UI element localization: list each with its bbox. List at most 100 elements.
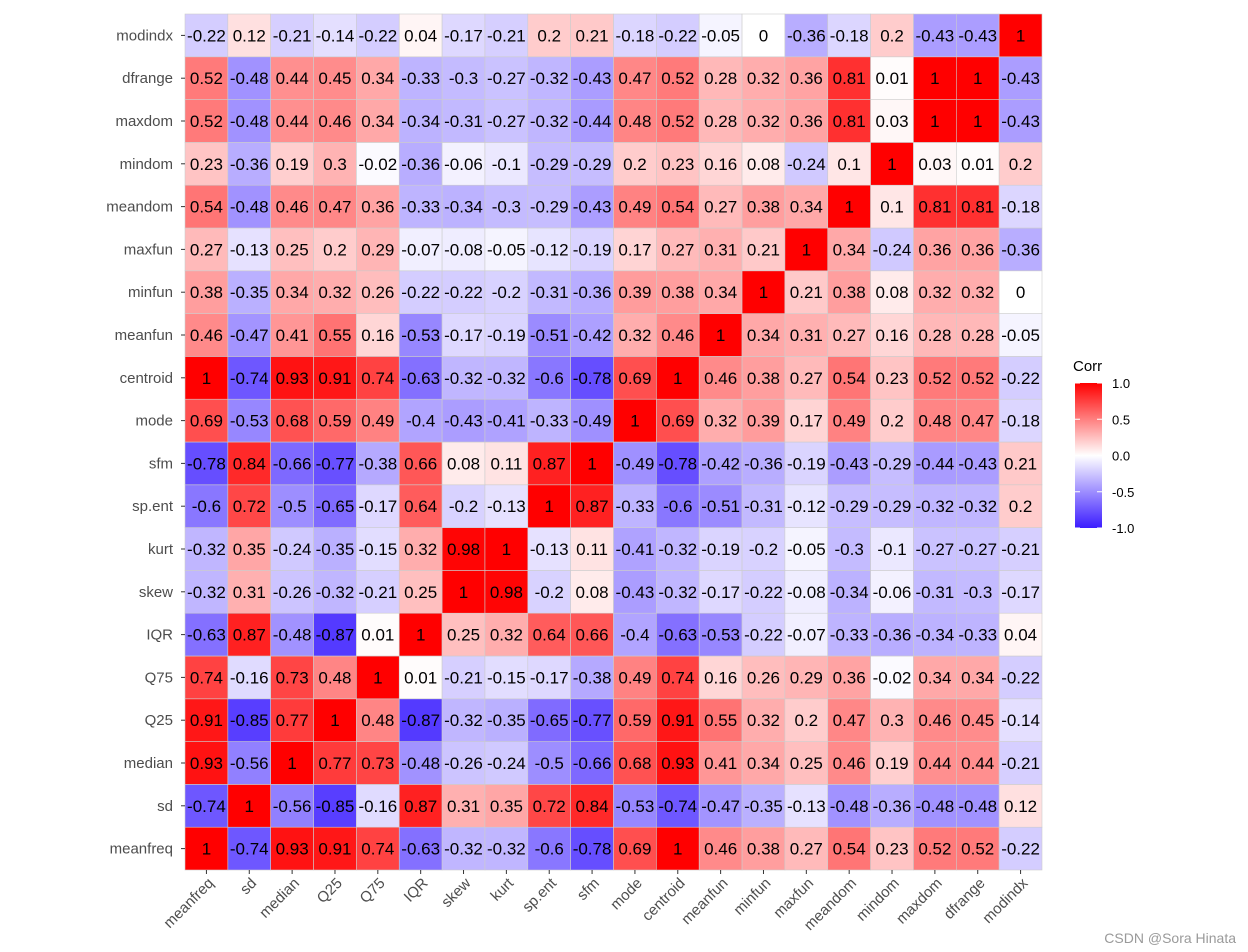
cell-value-label: -0.43	[1001, 69, 1040, 88]
heatmap-cell	[784, 356, 829, 400]
heatmap-cell	[613, 612, 657, 657]
cell-value-label: 0.32	[747, 69, 780, 88]
heatmap-cell	[313, 270, 357, 314]
heatmap-cell	[784, 56, 829, 100]
cell-value-label: -0.78	[573, 840, 612, 859]
cell-value-label: -0.51	[701, 497, 740, 516]
heatmap-cell	[527, 655, 571, 700]
y-tick-label: modindx	[116, 27, 173, 44]
cell-value-label: -0.13	[230, 240, 269, 259]
cell-value-label: 0.08	[747, 155, 780, 174]
cell-value-label: -0.12	[787, 497, 826, 516]
cell-value-label: 0.17	[618, 240, 651, 259]
cell-value-label: -0.48	[230, 112, 269, 131]
cell-value-label: -0.15	[487, 668, 526, 687]
x-tick-label: sd	[237, 875, 260, 898]
y-tick-label: Q25	[145, 712, 173, 729]
cell-value-label: 0.49	[618, 668, 651, 687]
y-tick-label: sp.ent	[132, 498, 174, 515]
heatmap-cell	[998, 56, 1043, 100]
cell-value-label: -0.22	[187, 26, 226, 45]
heatmap-cell	[570, 612, 614, 657]
cell-value-label: 0.93	[190, 754, 223, 773]
heatmap-cell	[398, 527, 443, 571]
heatmap-cell	[998, 612, 1043, 657]
cell-value-label: -0.53	[230, 412, 269, 431]
cell-value-label: -0.22	[658, 26, 697, 45]
heatmap-cell	[270, 99, 314, 143]
heatmap-cell	[313, 56, 357, 100]
x-tick-label: Q75	[357, 875, 389, 907]
cell-value-label: 0.69	[661, 412, 694, 431]
heatmap-cell	[998, 13, 1043, 58]
cell-value-label: -0.42	[573, 326, 612, 345]
cell-value-label: -0.49	[573, 412, 612, 431]
cell-value-label: 0.69	[618, 369, 651, 388]
cell-value-label: 0.34	[833, 240, 866, 259]
cell-value-label: -0.85	[316, 797, 355, 816]
heatmap-cell	[184, 570, 229, 614]
cell-value-label: -0.51	[530, 326, 569, 345]
heatmap-cell	[998, 655, 1043, 700]
heatmap-cell	[870, 655, 914, 700]
cell-value-label: -0.66	[573, 754, 612, 773]
heatmap-cell	[656, 398, 700, 443]
cell-value-label: -0.13	[530, 540, 569, 559]
cell-value-label: -0.2	[449, 497, 478, 516]
cell-value-label: 0.01	[404, 668, 437, 687]
cell-value-label: -0.12	[530, 240, 569, 259]
cell-value-label: -0.43	[616, 583, 655, 602]
heatmap-cell	[227, 398, 272, 443]
cell-value-label: -0.21	[487, 26, 526, 45]
x-tick-label: IQR	[401, 875, 432, 906]
cell-value-label: -0.35	[744, 797, 783, 816]
heatmap-cell	[270, 56, 314, 100]
cell-value-label: 1	[716, 326, 725, 345]
heatmap-cell	[227, 741, 272, 785]
heatmap-cell	[656, 184, 700, 229]
cell-value-label: 0.04	[1004, 626, 1037, 645]
heatmap-cell	[698, 13, 743, 58]
heatmap-cell	[827, 784, 871, 828]
heatmap-cell	[270, 313, 314, 357]
cell-value-label: 1	[544, 497, 553, 516]
cell-value-label: -0.48	[230, 198, 269, 217]
heatmap-cell	[870, 184, 914, 229]
cell-value-label: -0.13	[787, 797, 826, 816]
heatmap-cell	[184, 99, 229, 143]
heatmap-cell	[870, 484, 914, 528]
heatmap-cell	[570, 441, 614, 486]
cell-value-label: 0.36	[961, 240, 994, 259]
cell-value-label: -0.4	[620, 626, 649, 645]
heatmap-cell	[827, 270, 871, 314]
y-tick-label: mindom	[120, 156, 173, 173]
heatmap-cell	[613, 184, 657, 229]
heatmap-cell	[313, 655, 357, 700]
cell-value-label: -0.32	[444, 840, 483, 859]
heatmap-cell	[656, 13, 700, 58]
heatmap-cell	[870, 527, 914, 571]
cell-value-label: -0.34	[444, 198, 483, 217]
cell-value-label: -0.35	[487, 711, 526, 730]
cell-value-label: -0.56	[230, 754, 269, 773]
heatmap-cell	[913, 313, 957, 357]
heatmap-cell	[998, 356, 1043, 400]
heatmap-cell	[570, 227, 614, 272]
cell-value-label: 0.23	[190, 155, 223, 174]
heatmap-cell	[527, 270, 571, 314]
cell-value-label: 1	[287, 754, 296, 773]
heatmap-cell	[441, 270, 486, 314]
heatmap-cell	[441, 698, 486, 742]
heatmap-cell	[656, 612, 700, 657]
cell-value-label: -0.31	[916, 583, 955, 602]
heatmap-cell	[484, 570, 529, 614]
cell-value-label: 0.16	[875, 326, 908, 345]
heatmap-cell	[313, 570, 357, 614]
heatmap-cell	[484, 441, 529, 486]
cell-value-label: 0.87	[576, 497, 609, 516]
cell-value-label: -0.78	[187, 454, 226, 473]
heatmap-cell	[784, 741, 829, 785]
cell-value-label: 0.47	[833, 711, 866, 730]
cell-value-label: -0.02	[873, 668, 912, 687]
heatmap-cell	[270, 655, 314, 700]
